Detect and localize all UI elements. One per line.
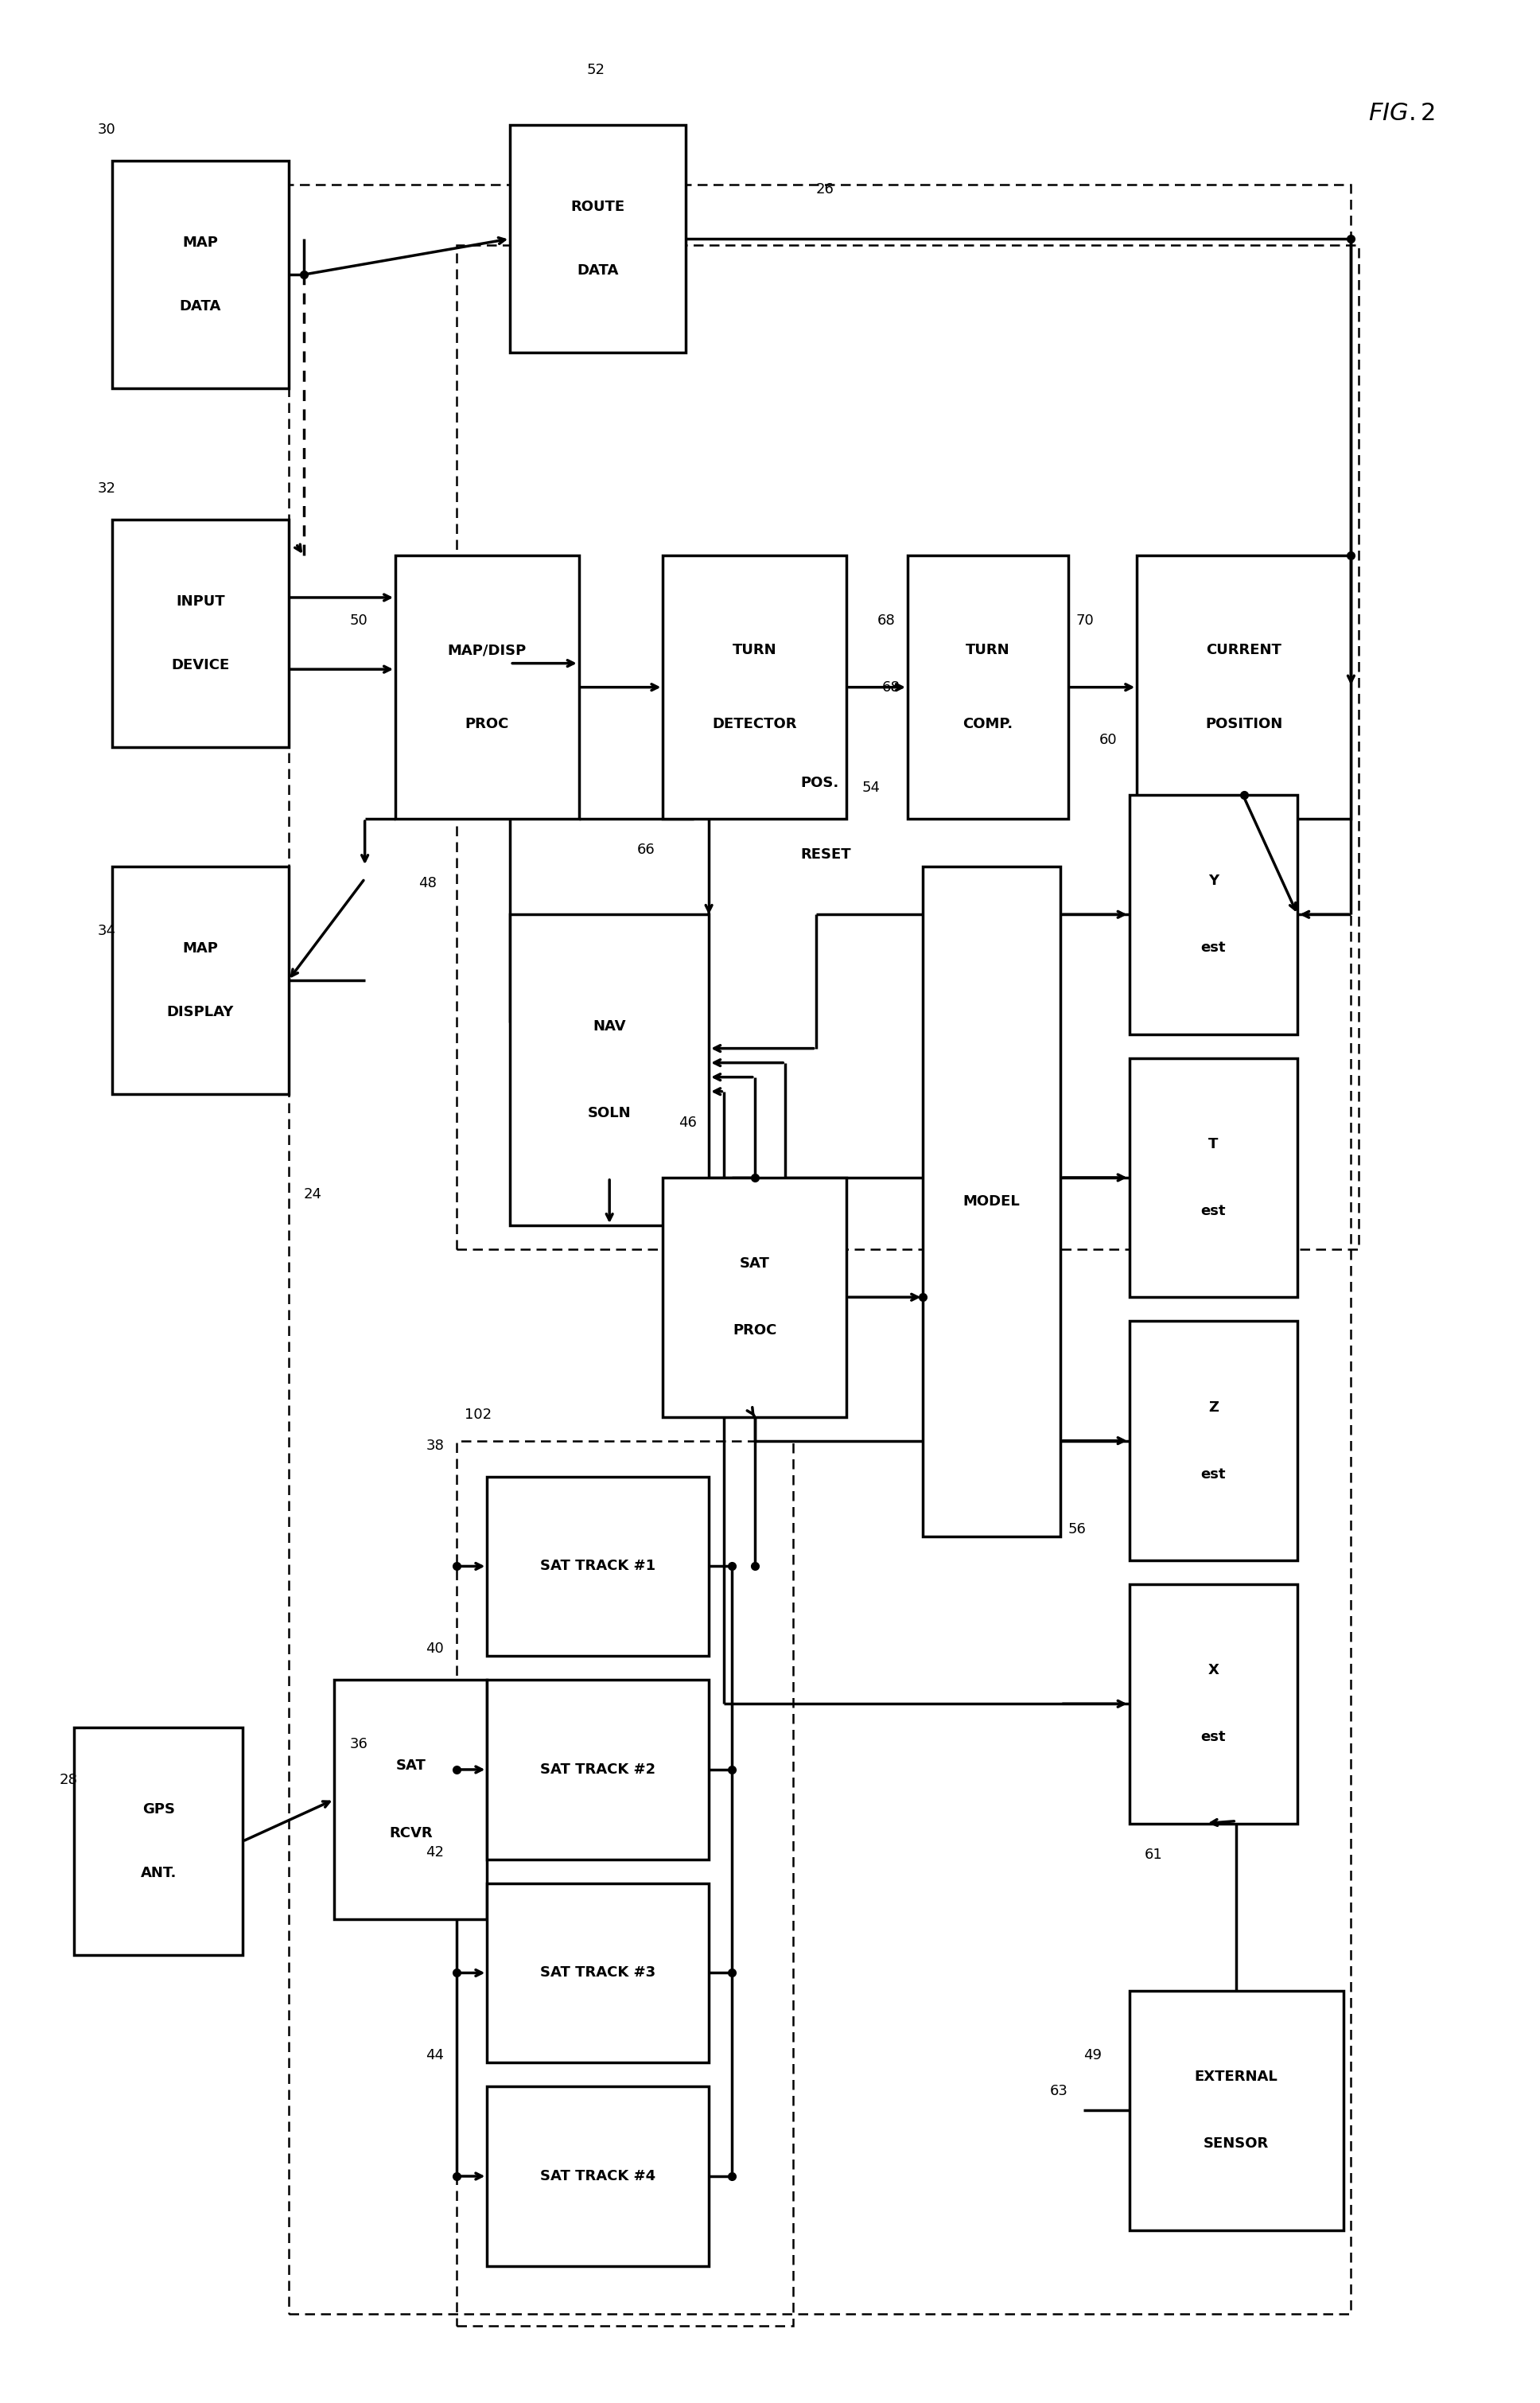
Text: 30: 30 (97, 123, 115, 137)
Bar (112, 867, 288, 1093)
Text: 60: 60 (1098, 733, 1116, 747)
Text: 34: 34 (97, 925, 115, 940)
Text: 24: 24 (303, 1187, 322, 1202)
Text: ANT.: ANT. (140, 1867, 177, 1879)
Bar (922, 867, 1061, 1536)
Bar (456, 1442, 793, 2326)
Text: MAP: MAP (183, 235, 219, 250)
Text: SAT TRACK #4: SAT TRACK #4 (541, 2170, 656, 2184)
Bar (510, 916, 708, 1226)
Text: COMP.: COMP. (962, 716, 1013, 731)
Text: MAP/DISP: MAP/DISP (448, 644, 527, 658)
Text: 42: 42 (427, 1846, 444, 1860)
Text: EXTERNAL: EXTERNAL (1195, 2069, 1278, 2083)
Text: DEVICE: DEVICE (171, 658, 229, 673)
Bar (1129, 795, 1298, 1033)
Text: 50: 50 (350, 613, 368, 627)
Bar (396, 555, 579, 819)
Text: DATA: DATA (578, 264, 619, 279)
Bar (288, 185, 1351, 2314)
Text: INPUT: INPUT (176, 594, 225, 608)
Text: T: T (1209, 1137, 1218, 1151)
Text: SAT TRACK #1: SAT TRACK #1 (541, 1560, 656, 1574)
Text: RESET: RESET (801, 848, 852, 863)
Bar (1137, 555, 1351, 819)
Text: 26: 26 (816, 183, 835, 197)
Text: POS.: POS. (801, 776, 839, 791)
Text: 68: 68 (876, 613, 895, 627)
Text: est: est (1201, 1466, 1226, 1480)
Text: 52: 52 (587, 62, 605, 77)
Text: MAP: MAP (183, 942, 219, 956)
Text: 36: 36 (350, 1737, 368, 1752)
Text: 38: 38 (427, 1439, 444, 1454)
Bar (1129, 1990, 1343, 2230)
Text: est: est (1201, 1204, 1226, 1218)
Text: 48: 48 (419, 877, 436, 892)
Bar (74, 1728, 242, 1956)
Bar (334, 1680, 487, 1920)
Text: ROUTE: ROUTE (571, 199, 625, 214)
Text: 61: 61 (1144, 1848, 1163, 1862)
Text: 54: 54 (862, 781, 879, 795)
Text: GPS: GPS (142, 1802, 174, 1817)
Text: 56: 56 (1069, 1521, 1086, 1536)
Text: 68: 68 (882, 680, 899, 694)
Text: SAT TRACK #3: SAT TRACK #3 (541, 1966, 656, 1980)
Text: Z: Z (1209, 1401, 1218, 1415)
Text: Y: Y (1209, 875, 1218, 889)
Text: 66: 66 (638, 843, 656, 858)
Text: TURN: TURN (966, 644, 1010, 658)
Text: 32: 32 (97, 481, 115, 495)
Bar (664, 1177, 847, 1418)
Bar (487, 1475, 708, 1656)
Text: PROC: PROC (733, 1324, 776, 1338)
Bar (907, 555, 1069, 819)
Text: NAV: NAV (593, 1019, 625, 1033)
Text: 40: 40 (427, 1641, 444, 1656)
Bar (510, 125, 685, 353)
Text: SENSOR: SENSOR (1204, 2136, 1269, 2151)
Bar (1129, 1057, 1298, 1298)
Text: PROC: PROC (465, 716, 510, 731)
Bar (487, 1680, 708, 1860)
Text: MODEL: MODEL (962, 1194, 1019, 1209)
Bar (664, 555, 847, 819)
Text: 70: 70 (1076, 613, 1093, 627)
Text: 49: 49 (1084, 2047, 1101, 2062)
Text: RCVR: RCVR (390, 1826, 433, 1841)
Bar (1129, 1322, 1298, 1560)
Text: $\it{FIG. 2}$: $\it{FIG. 2}$ (1368, 101, 1435, 125)
Bar (1129, 1584, 1298, 1824)
Text: 63: 63 (1050, 2083, 1069, 2098)
Text: SOLN: SOLN (588, 1105, 631, 1120)
Text: DATA: DATA (180, 300, 222, 315)
Text: est: est (1201, 1730, 1226, 1745)
Bar (456, 245, 1358, 1250)
Text: est: est (1201, 942, 1226, 954)
Text: DETECTOR: DETECTOR (713, 716, 798, 731)
Text: TURN: TURN (733, 644, 776, 658)
Bar (112, 519, 288, 747)
Text: 46: 46 (678, 1115, 696, 1129)
Text: 102: 102 (464, 1408, 491, 1423)
Text: SAT TRACK #2: SAT TRACK #2 (541, 1761, 656, 1776)
Text: 28: 28 (59, 1773, 77, 1788)
Text: POSITION: POSITION (1206, 716, 1283, 731)
Text: SAT: SAT (739, 1257, 770, 1271)
Text: SAT: SAT (396, 1759, 425, 1773)
Bar (112, 161, 288, 389)
Bar (487, 2086, 708, 2266)
Text: X: X (1207, 1663, 1220, 1677)
Text: DISPLAY: DISPLAY (166, 1004, 234, 1019)
Text: 44: 44 (427, 2047, 444, 2062)
Bar (487, 1884, 708, 2062)
Text: CURRENT: CURRENT (1206, 644, 1281, 658)
